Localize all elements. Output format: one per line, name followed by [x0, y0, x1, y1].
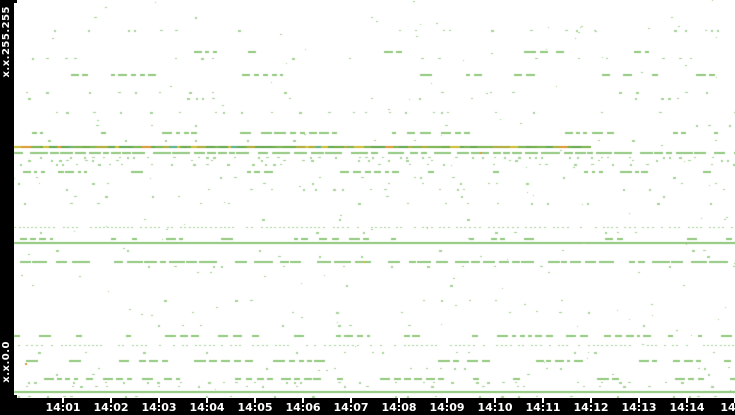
- x-axis-tick-label: 14:01: [45, 401, 81, 414]
- x-axis-tick: [62, 398, 64, 403]
- x-axis: 14:01 14:02 14:03 14:04 14:05 14:06 14:07 14:08…: [0, 398, 735, 415]
- x-axis-tick: [254, 398, 256, 403]
- x-axis-tick-label: 14:06: [285, 401, 321, 414]
- y-axis-tick-top: [14, 0, 17, 3]
- x-axis-tick: [494, 398, 496, 403]
- x-axis-tick-label: 14:13: [621, 401, 657, 414]
- x-axis-tick-label: 14:03: [141, 401, 177, 414]
- x-axis-tick: [302, 398, 304, 403]
- x-axis-tick: [542, 398, 544, 403]
- y-axis-label-top: x.x.255.255: [1, 6, 12, 78]
- x-axis-tick-label: 14:02: [93, 401, 129, 414]
- x-axis-tick: [110, 398, 112, 403]
- x-axis-tick-label: 14:09: [429, 401, 465, 414]
- x-axis-tick-label: 14:12: [573, 401, 609, 414]
- x-axis-tick: [350, 398, 352, 403]
- x-axis-tick-label: 14: [720, 401, 735, 414]
- y-axis: x.x.255.255 x.x.0.0: [0, 0, 14, 399]
- x-axis-tick: [398, 398, 400, 403]
- x-axis-tick: [158, 398, 160, 403]
- x-axis-tick: [686, 398, 688, 403]
- y-axis-label-bottom: x.x.0.0: [1, 341, 12, 383]
- x-axis-tick-label: 14:11: [525, 401, 561, 414]
- x-axis-tick-label: 14:04: [189, 401, 225, 414]
- x-axis-tick: [206, 398, 208, 403]
- x-axis-tick: [446, 398, 448, 403]
- x-axis-tick-label: 14:05: [237, 401, 273, 414]
- scatter-plot-canvas: [0, 0, 735, 398]
- x-axis-tick-label: 14:10: [477, 401, 513, 414]
- x-axis-tick: [638, 398, 640, 403]
- x-axis-tick-label: 14:07: [333, 401, 369, 414]
- x-axis-tick-label: 14:14: [669, 401, 705, 414]
- x-axis-tick-label: 14:08: [381, 401, 417, 414]
- x-axis-tick: [590, 398, 592, 403]
- y-axis-tick-bottom: [14, 395, 17, 398]
